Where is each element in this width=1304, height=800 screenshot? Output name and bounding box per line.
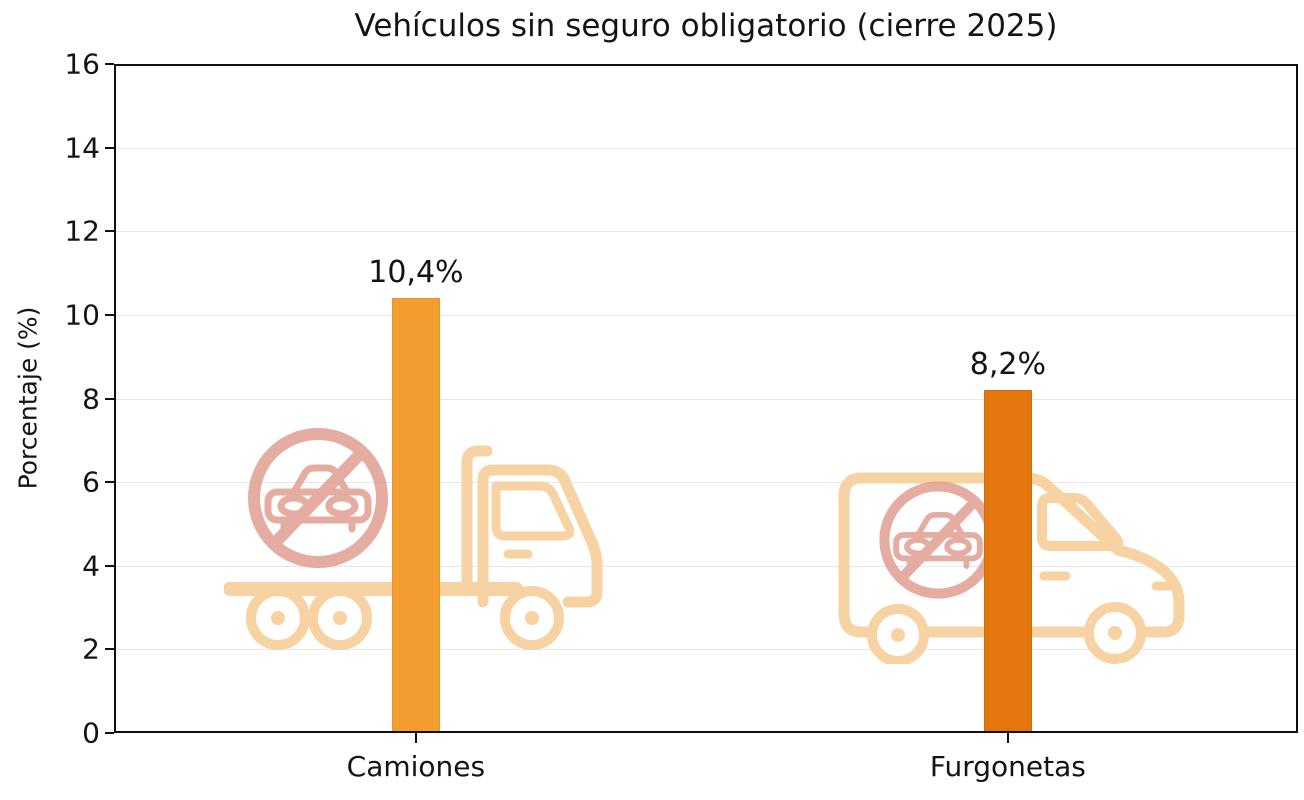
bar-camiones bbox=[391, 298, 440, 733]
y-tick-mark bbox=[105, 481, 114, 484]
y-tick-label: 2 bbox=[82, 632, 100, 666]
y-tick-mark bbox=[105, 732, 114, 734]
y-tick-label: 12 bbox=[64, 214, 100, 248]
gridline bbox=[114, 482, 1298, 484]
x-tick-label: Camiones bbox=[346, 750, 486, 783]
truck-watermark-icon bbox=[224, 445, 603, 650]
y-tick-mark bbox=[105, 146, 114, 149]
gridline bbox=[114, 565, 1298, 567]
gridline bbox=[114, 649, 1298, 651]
gridline bbox=[114, 398, 1298, 400]
van-watermark-icon bbox=[838, 472, 1185, 664]
plot-area: 10,4% 8,2% bbox=[114, 64, 1298, 733]
no-car-sign-icon bbox=[248, 428, 388, 568]
y-tick-label: 14 bbox=[64, 131, 100, 165]
x-tick-mark bbox=[414, 733, 417, 743]
gridline bbox=[114, 231, 1298, 233]
y-tick-mark bbox=[105, 230, 114, 233]
x-tick-label: Furgonetas bbox=[929, 750, 1086, 783]
y-tick-label: 6 bbox=[82, 465, 100, 499]
y-tick-label: 0 bbox=[82, 716, 100, 750]
y-tick-label: 10 bbox=[64, 298, 100, 332]
y-tick-mark bbox=[105, 313, 114, 316]
y-tick-label: 8 bbox=[82, 382, 100, 415]
y-tick-label: 16 bbox=[64, 47, 100, 81]
gridline bbox=[114, 314, 1298, 316]
y-tick-mark bbox=[105, 564, 114, 567]
y-tick-label: 4 bbox=[82, 549, 100, 583]
bar-value-label: 10,4% bbox=[368, 255, 464, 291]
bar-value-label: 8,2% bbox=[969, 347, 1046, 383]
y-tick-mark bbox=[105, 397, 114, 400]
chart-title: Vehículos sin seguro obligatorio (cierre… bbox=[354, 8, 1058, 44]
bar-furgonetas bbox=[983, 390, 1032, 733]
y-tick-mark bbox=[105, 63, 114, 65]
x-tick-mark bbox=[1006, 733, 1009, 743]
gridline bbox=[114, 147, 1298, 149]
y-tick-mark bbox=[105, 648, 114, 651]
